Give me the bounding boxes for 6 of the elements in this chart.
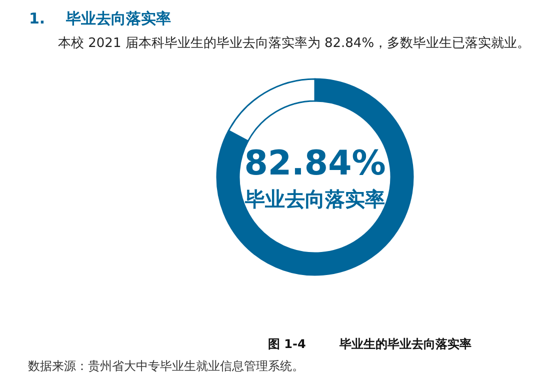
- chart-title: 1. 毕业去向落实率: [29, 10, 172, 28]
- slice-label: 毕业去向落实率: [244, 187, 385, 211]
- data-label: 82.84%: [244, 144, 386, 184]
- source-note: 数据来源：贵州省大中专毕业生就业信息管理系统。: [28, 359, 304, 373]
- chart-subtitle: 本校 2021 届本科毕业生的毕业去向落实率为 82.84%，多数毕业生已落实就业。: [58, 35, 530, 51]
- caption: 图 1-4 毕业生的毕业去向落实率: [268, 337, 472, 351]
